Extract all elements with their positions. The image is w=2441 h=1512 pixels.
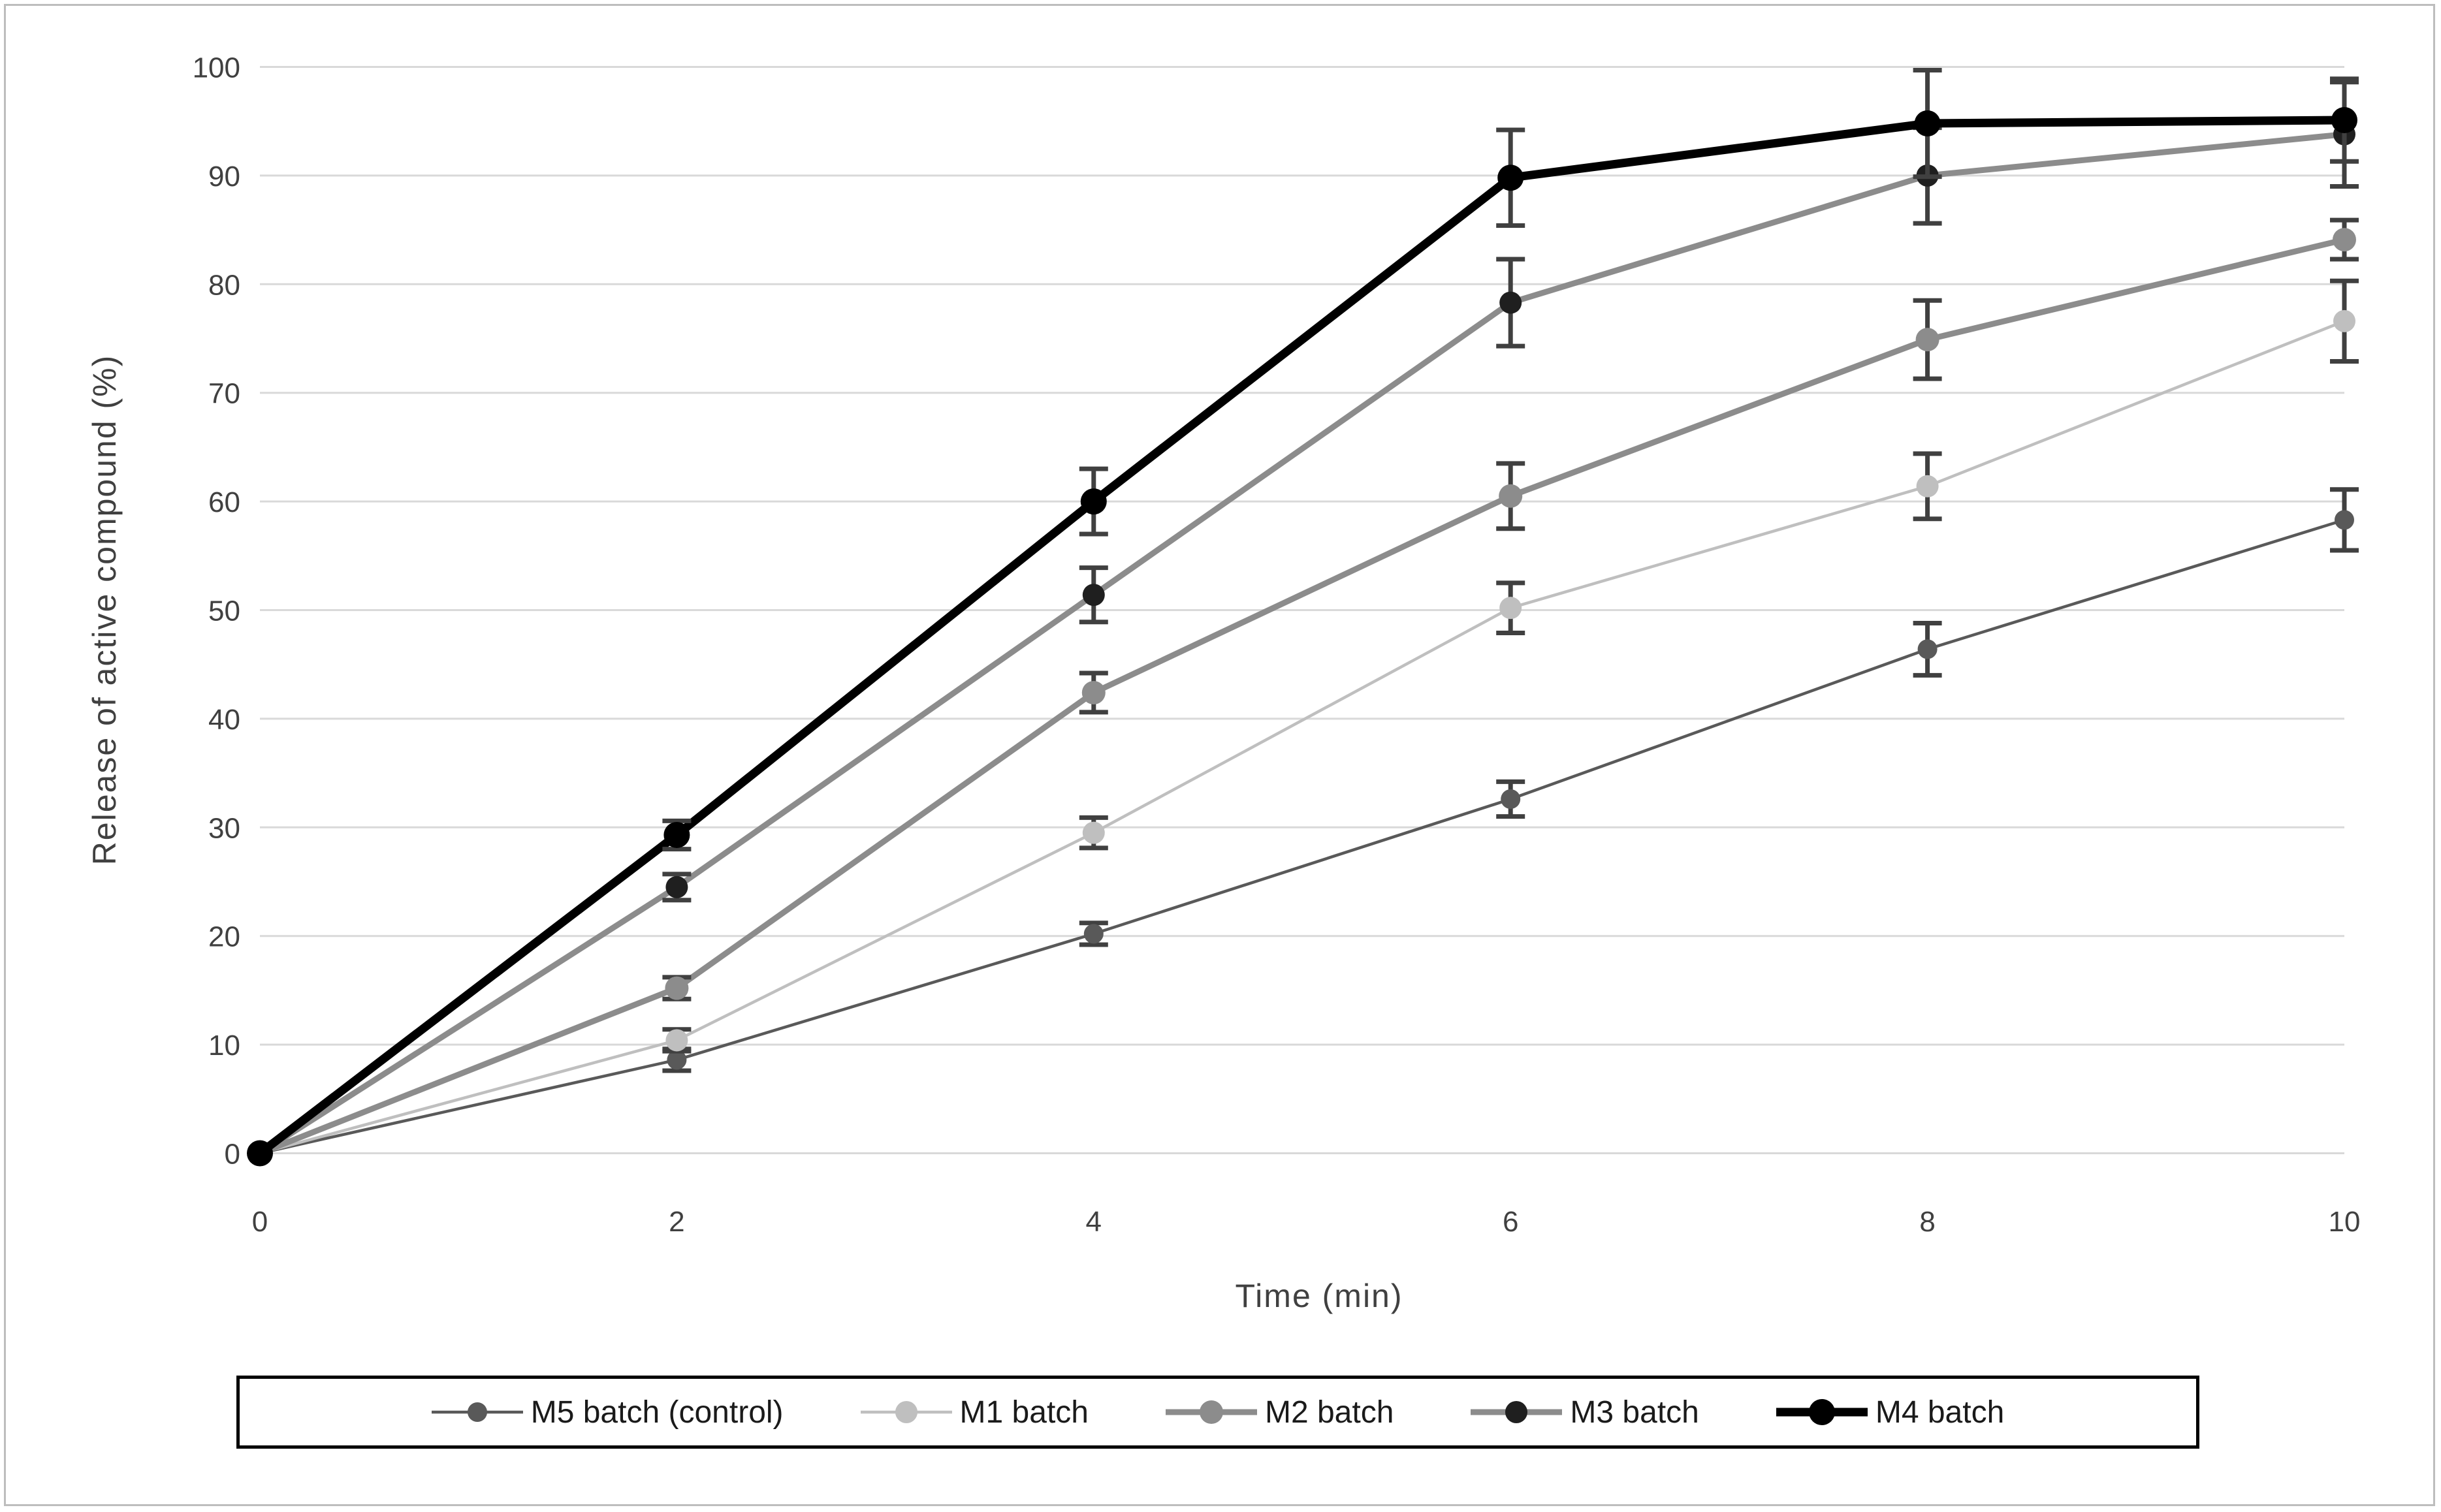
data-point-marker: [1082, 821, 1105, 844]
legend-item-m1-batch: M1 batch: [860, 1393, 1089, 1432]
series-line: [259, 236, 2346, 1156]
y-tick-label: 40: [208, 704, 240, 736]
figure-border: [4, 4, 2435, 1506]
y-tick-label: 60: [208, 486, 240, 518]
legend-swatch-icon: [1776, 1399, 1868, 1425]
x-tick-label: 6: [1503, 1206, 1518, 1238]
legend-swatch-icon: [860, 1401, 952, 1423]
data-point-marker: [665, 1029, 688, 1052]
series-m1-batch: [249, 278, 2359, 1165]
data-point-marker: [1499, 484, 1523, 508]
data-point-marker: [1083, 924, 1104, 944]
data-point-marker: [1915, 328, 1939, 352]
data-point-marker: [247, 1140, 273, 1167]
data-point-marker: [665, 875, 688, 898]
legend-item-m4-batch: M4 batch: [1776, 1393, 2004, 1432]
y-tick-label: 20: [208, 921, 240, 953]
data-point-marker: [667, 1050, 687, 1070]
data-point-marker: [1080, 488, 1107, 515]
data-point-marker: [1082, 584, 1105, 606]
x-tick-label: 10: [2329, 1206, 2361, 1238]
series-m5-batch-control: [250, 487, 2359, 1163]
data-point-marker: [1916, 475, 1939, 497]
legend-item-m3-batch: M3 batch: [1471, 1393, 1699, 1432]
data-point-marker: [1914, 110, 1941, 137]
y-tick-label: 90: [208, 161, 240, 193]
series-m3-batch: [249, 80, 2359, 1165]
x-tick-label: 0: [252, 1206, 268, 1238]
data-point-marker: [1499, 291, 1522, 314]
legend-swatch-icon: [431, 1402, 523, 1422]
data-point-marker: [663, 821, 690, 848]
y-axis-title: Release of active compound (%): [86, 354, 123, 866]
data-point-marker: [2333, 309, 2355, 332]
x-tick-label: 2: [669, 1206, 684, 1238]
legend: M5 batch (control) M1 batch M2 batch M3 bat…: [236, 1376, 2199, 1449]
legend-item-m2-batch: M2 batch: [1165, 1393, 1394, 1432]
series-line: [257, 116, 2345, 1157]
x-tick-label: 4: [1086, 1206, 1102, 1238]
y-tick-label: 70: [208, 378, 240, 410]
data-point-marker: [2331, 107, 2357, 134]
y-tick-label: 10: [208, 1030, 240, 1062]
data-point-marker: [2335, 510, 2354, 530]
legend-label: M2 batch: [1264, 1394, 1394, 1430]
y-tick-label: 0: [225, 1139, 240, 1171]
series-m2-batch: [248, 217, 2359, 1165]
legend-label: M5 batch (control): [530, 1394, 784, 1430]
series-line: [258, 131, 2345, 1156]
y-tick-label: 50: [208, 595, 240, 627]
data-point-marker: [1081, 680, 1106, 704]
series-m4-batch: [247, 67, 2359, 1167]
y-tick-label: 100: [193, 52, 240, 84]
data-point-marker: [1917, 639, 1938, 659]
legend-label: M4 batch: [1875, 1394, 2005, 1430]
series-line: [259, 319, 2345, 1155]
legend-item-m5-batch-control: M5 batch (control): [431, 1393, 784, 1432]
legend-label: M1 batch: [959, 1394, 1089, 1430]
x-axis-title: Time (min): [1235, 1278, 1403, 1314]
y-tick-label: 30: [208, 812, 240, 844]
data-point-marker: [1499, 597, 1522, 620]
legend-swatch-icon: [1471, 1401, 1563, 1423]
legend-label: M3 batch: [1570, 1394, 1699, 1430]
data-point-marker: [2333, 228, 2356, 252]
y-tick-label: 80: [208, 269, 240, 301]
data-point-marker: [1497, 165, 1524, 191]
data-point-marker: [1501, 789, 1521, 810]
data-point-marker: [665, 976, 689, 1000]
x-tick-label: 8: [1919, 1206, 1935, 1238]
series-line: [259, 518, 2345, 1155]
legend-swatch-icon: [1165, 1400, 1257, 1424]
